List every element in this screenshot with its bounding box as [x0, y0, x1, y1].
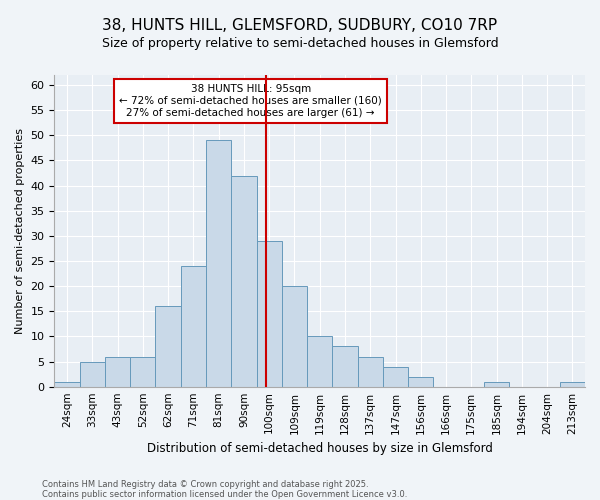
Bar	[484, 382, 509, 386]
Bar	[383, 366, 408, 386]
X-axis label: Distribution of semi-detached houses by size in Glemsford: Distribution of semi-detached houses by …	[147, 442, 493, 455]
Bar	[560, 382, 585, 386]
Bar	[206, 140, 231, 386]
Bar	[80, 362, 105, 386]
Bar	[257, 241, 282, 386]
Bar	[408, 376, 433, 386]
Text: Size of property relative to semi-detached houses in Glemsford: Size of property relative to semi-detach…	[101, 38, 499, 51]
Bar	[155, 306, 181, 386]
Bar	[181, 266, 206, 386]
Bar	[358, 356, 383, 386]
Bar	[130, 356, 155, 386]
Text: 38, HUNTS HILL, GLEMSFORD, SUDBURY, CO10 7RP: 38, HUNTS HILL, GLEMSFORD, SUDBURY, CO10…	[103, 18, 497, 32]
Text: Contains HM Land Registry data © Crown copyright and database right 2025.
Contai: Contains HM Land Registry data © Crown c…	[42, 480, 407, 499]
Bar	[55, 382, 80, 386]
Y-axis label: Number of semi-detached properties: Number of semi-detached properties	[15, 128, 25, 334]
Bar	[231, 176, 257, 386]
Bar	[307, 336, 332, 386]
Bar	[282, 286, 307, 386]
Bar	[105, 356, 130, 386]
Bar	[332, 346, 358, 387]
Text: 38 HUNTS HILL: 95sqm
← 72% of semi-detached houses are smaller (160)
27% of semi: 38 HUNTS HILL: 95sqm ← 72% of semi-detac…	[119, 84, 382, 117]
